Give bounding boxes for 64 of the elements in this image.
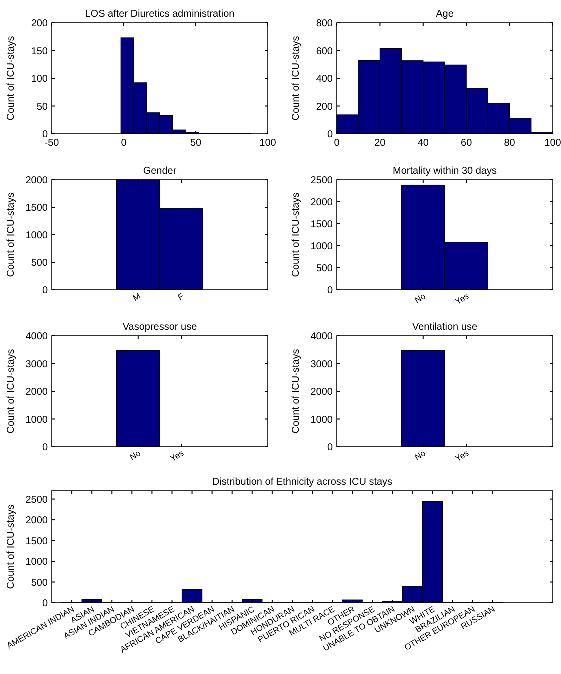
y-tick-label: 3000 [26, 359, 48, 370]
x-tick-label: No [412, 448, 428, 462]
x-tick-label: F [176, 291, 186, 302]
y-tick-label: 600 [316, 46, 334, 58]
y-tick-label: 1500 [310, 220, 334, 230]
y-tick-label: 200 [31, 18, 48, 30]
y-axis-title: Count of ICU-stays [291, 349, 302, 434]
y-tick-label: 2000 [310, 387, 334, 398]
x-tick-label: -50 [44, 138, 60, 149]
x-tick-label: 100 [544, 138, 561, 149]
y-tick-label: 100 [31, 74, 48, 85]
x-tick-label: 60 [461, 138, 473, 149]
y-axis-title: Count of ICU-stays [6, 349, 17, 434]
chart-title: Vasopressor use [122, 322, 198, 333]
x-tick-label: 0 [334, 138, 340, 149]
y-tick-label: 4000 [310, 332, 334, 342]
chart-title: Ventilation use [412, 322, 478, 333]
y-tick-label: 1000 [26, 414, 48, 426]
chart-title: Mortality within 30 days [393, 166, 497, 177]
y-tick-label: 0 [327, 130, 334, 140]
chart-title: Age [436, 9, 454, 20]
y-axis-title: Count of ICU-stays [6, 192, 17, 278]
x-tick-label: No [128, 448, 143, 462]
y-tick-label: 1000 [310, 414, 334, 426]
x-tick-label: Yes [454, 291, 471, 307]
y-tick-label: 500 [316, 264, 334, 274]
y-tick-label: 50 [36, 102, 48, 113]
chart-title: Distribution of Ethnicity across ICU stays [212, 477, 393, 488]
chart-title: Gender [143, 166, 178, 177]
x-tick-label: 0 [121, 138, 128, 149]
y-axis-title: Count of ICU-stays [6, 36, 17, 121]
y-tick-label: 3000 [310, 359, 334, 370]
y-tick-label: 2500 [26, 494, 48, 506]
y-axis-title: Count of ICU-stays [291, 192, 302, 278]
y-tick-label: 1000 [26, 557, 48, 568]
y-tick-label: 500 [31, 258, 48, 269]
y-tick-label: 1500 [26, 536, 48, 548]
x-tick-label: Yes [454, 448, 471, 464]
y-tick-label: 2000 [310, 198, 334, 208]
y-tick-label: 1500 [26, 203, 48, 214]
y-tick-label: 2000 [26, 176, 48, 186]
y-tick-label: 1000 [310, 242, 334, 252]
x-tick-label: 50 [190, 138, 202, 149]
x-tick-label: No [412, 290, 428, 306]
y-tick-label: 2000 [26, 387, 48, 398]
y-tick-label: 2500 [310, 176, 334, 186]
y-tick-label: 500 [31, 578, 48, 589]
x-tick-label: Yes [168, 448, 186, 464]
y-tick-label: 1000 [26, 230, 48, 242]
x-tick-label: 100 [260, 138, 277, 149]
y-tick-label: 0 [42, 130, 48, 140]
x-tick-label: 80 [504, 138, 516, 149]
chart-title: LOS after Diuretics administration [85, 9, 235, 20]
y-tick-label: 800 [316, 18, 334, 30]
y-axis-title: Count of ICU-stays [6, 504, 17, 590]
y-axis-title: Count of ICU-stays [291, 36, 302, 121]
y-tick-label: 400 [316, 74, 334, 85]
x-tick-label: M [131, 291, 142, 304]
y-tick-label: 4000 [26, 332, 48, 342]
x-tick-label: 40 [418, 138, 430, 149]
y-tick-label: 200 [316, 102, 334, 113]
x-tick-label: 20 [374, 138, 386, 149]
y-tick-label: 2000 [26, 516, 48, 527]
y-tick-label: 150 [31, 46, 48, 58]
